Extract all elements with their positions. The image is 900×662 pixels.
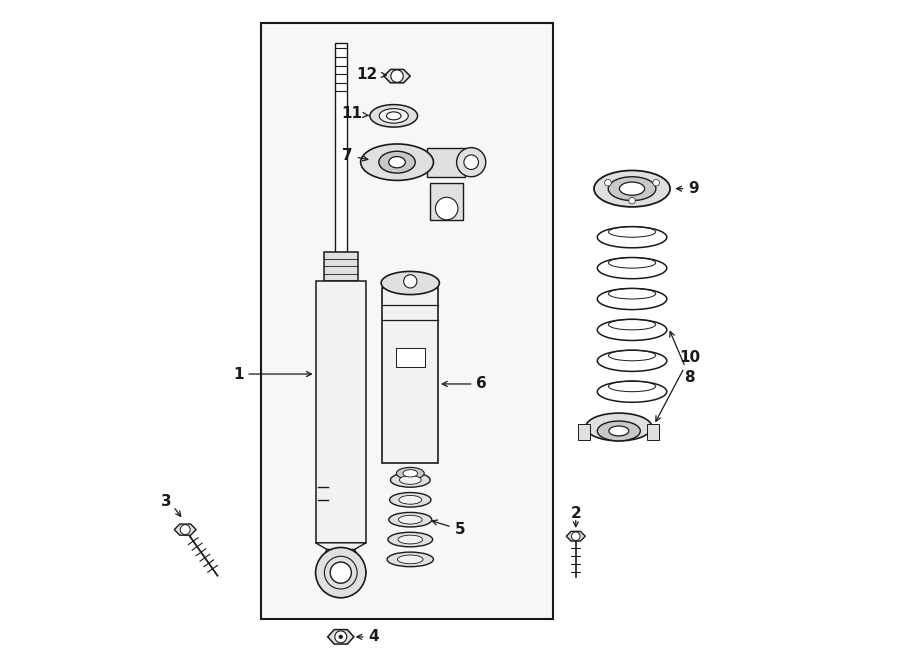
Bar [316, 281, 366, 543]
Text: 5: 5 [432, 520, 465, 537]
Bar [647, 424, 659, 440]
Bar [430, 183, 464, 220]
Ellipse shape [608, 177, 656, 201]
Ellipse shape [382, 271, 439, 295]
Bar [335, 43, 346, 252]
Text: 9: 9 [677, 181, 699, 196]
Ellipse shape [398, 535, 423, 544]
Circle shape [316, 547, 366, 598]
Ellipse shape [390, 493, 431, 507]
Ellipse shape [387, 552, 434, 567]
Circle shape [652, 179, 660, 186]
Circle shape [339, 635, 343, 639]
Bar [261, 23, 553, 619]
Circle shape [456, 148, 486, 177]
Ellipse shape [396, 467, 424, 479]
Text: 11: 11 [341, 107, 368, 121]
Ellipse shape [398, 555, 423, 564]
Ellipse shape [389, 157, 405, 168]
Circle shape [629, 197, 635, 204]
Ellipse shape [379, 109, 409, 123]
Ellipse shape [594, 171, 670, 207]
Ellipse shape [399, 515, 422, 524]
Text: 1: 1 [233, 367, 311, 381]
Circle shape [335, 631, 346, 643]
Ellipse shape [400, 475, 421, 485]
Polygon shape [175, 524, 196, 535]
Text: 6: 6 [442, 377, 487, 391]
Circle shape [404, 275, 417, 288]
Circle shape [180, 524, 190, 535]
Ellipse shape [403, 470, 418, 477]
Text: 4: 4 [357, 630, 379, 644]
Text: 12: 12 [356, 67, 386, 81]
Polygon shape [316, 543, 366, 549]
Bar [396, 348, 425, 367]
Bar [324, 252, 358, 281]
Text: 3: 3 [161, 494, 172, 508]
Text: 8: 8 [670, 332, 695, 385]
Polygon shape [384, 70, 410, 83]
Ellipse shape [386, 112, 401, 120]
Ellipse shape [586, 413, 652, 441]
Circle shape [436, 197, 458, 220]
Text: 2: 2 [571, 506, 581, 520]
Circle shape [464, 155, 479, 169]
Polygon shape [566, 532, 585, 541]
Circle shape [391, 70, 403, 82]
Ellipse shape [379, 152, 415, 173]
Ellipse shape [399, 495, 422, 504]
Bar [382, 288, 438, 463]
Ellipse shape [391, 473, 430, 487]
Circle shape [330, 562, 351, 583]
Circle shape [605, 179, 611, 186]
Bar [427, 148, 465, 177]
Text: 10: 10 [656, 350, 700, 421]
Ellipse shape [598, 421, 640, 441]
Ellipse shape [609, 426, 629, 436]
Ellipse shape [619, 182, 644, 195]
Bar [579, 424, 590, 440]
Text: 7: 7 [342, 148, 368, 163]
Ellipse shape [388, 532, 433, 547]
Polygon shape [328, 630, 354, 644]
Circle shape [572, 532, 580, 540]
Ellipse shape [370, 105, 418, 127]
Ellipse shape [361, 144, 434, 181]
Ellipse shape [389, 512, 432, 527]
